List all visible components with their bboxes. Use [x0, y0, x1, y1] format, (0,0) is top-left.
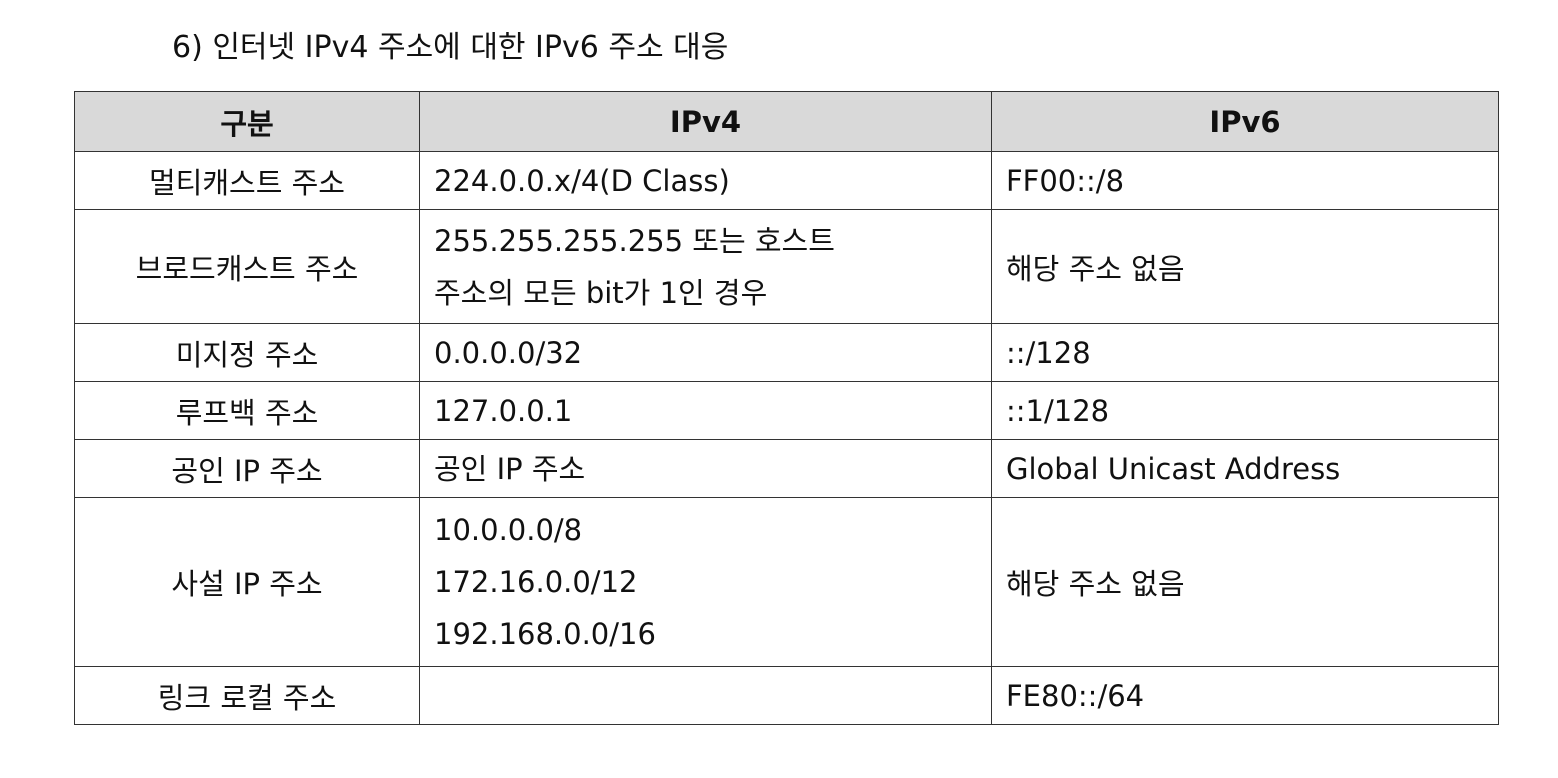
- ipv4-line: 224.0.0.x/4(D Class): [434, 163, 730, 198]
- table-row-link-local: 링크 로컬 주소 FE80::/64: [74, 666, 1499, 725]
- ipv4-line: 255.255.255.255 또는 호스트: [434, 223, 835, 258]
- row-label: 링크 로컬 주소: [74, 666, 420, 725]
- table-row-unspecified: 미지정 주소 0.0.0.0/32 ::/128: [74, 323, 1499, 382]
- ipv6-cell: FE80::/64: [991, 666, 1499, 725]
- row-label: 공인 IP 주소: [74, 439, 420, 498]
- row-label: 사설 IP 주소: [74, 497, 420, 667]
- ipv4-cell: 공인 IP 주소: [419, 439, 992, 498]
- ipv4-line: 0.0.0.0/32: [434, 335, 583, 370]
- ipv4-line: 172.16.0.0/12: [434, 565, 638, 599]
- header-ipv6: IPv6: [991, 91, 1499, 152]
- ipv4-cell: 10.0.0.0/8 172.16.0.0/12 192.168.0.0/16: [419, 497, 992, 667]
- ipv4-cell: 127.0.0.1: [419, 381, 992, 440]
- table-row-private-ip: 사설 IP 주소 10.0.0.0/8 172.16.0.0/12 192.16…: [74, 497, 1499, 667]
- table-row-broadcast: 브로드캐스트 주소 255.255.255.255 또는 호스트 주소의 모든 …: [74, 209, 1499, 324]
- ipv6-cell: ::1/128: [991, 381, 1499, 440]
- ipv4-ipv6-mapping-table: 구분 IPv4 IPv6 멀티캐스트 주소 224.0.0.x/4(D Clas…: [74, 91, 1499, 725]
- ipv6-cell: Global Unicast Address: [991, 439, 1499, 498]
- ipv4-cell: [419, 666, 992, 725]
- header-ipv4: IPv4: [419, 91, 992, 152]
- row-label: 멀티캐스트 주소: [74, 151, 420, 210]
- row-label: 루프백 주소: [74, 381, 420, 440]
- row-label: 브로드캐스트 주소: [74, 209, 420, 324]
- header-category: 구분: [74, 91, 420, 152]
- table-row-public-ip: 공인 IP 주소 공인 IP 주소 Global Unicast Address: [74, 439, 1499, 498]
- ipv4-cell: 255.255.255.255 또는 호스트 주소의 모든 bit가 1인 경우: [419, 209, 992, 324]
- ipv6-cell: FF00::/8: [991, 151, 1499, 210]
- table-header-row: 구분 IPv4 IPv6: [74, 91, 1499, 152]
- ipv6-cell: 해당 주소 없음: [991, 497, 1499, 667]
- ipv4-line: 10.0.0.0/8: [434, 513, 583, 547]
- ipv4-line: 공인 IP 주소: [434, 451, 586, 486]
- ipv4-line: 127.0.0.1: [434, 393, 573, 428]
- section-heading: 6) 인터넷 IPv4 주소에 대한 IPv6 주소 대응: [172, 30, 729, 65]
- ipv4-cell: 0.0.0.0/32: [419, 323, 992, 382]
- table-row-multicast: 멀티캐스트 주소 224.0.0.x/4(D Class) FF00::/8: [74, 151, 1499, 210]
- ipv4-line: 주소의 모든 bit가 1인 경우: [434, 275, 768, 310]
- ipv4-cell: 224.0.0.x/4(D Class): [419, 151, 992, 210]
- ipv6-cell: 해당 주소 없음: [991, 209, 1499, 324]
- ipv4-line: 192.168.0.0/16: [434, 617, 656, 651]
- table-row-loopback: 루프백 주소 127.0.0.1 ::1/128: [74, 381, 1499, 440]
- ipv6-cell: ::/128: [991, 323, 1499, 382]
- row-label: 미지정 주소: [74, 323, 420, 382]
